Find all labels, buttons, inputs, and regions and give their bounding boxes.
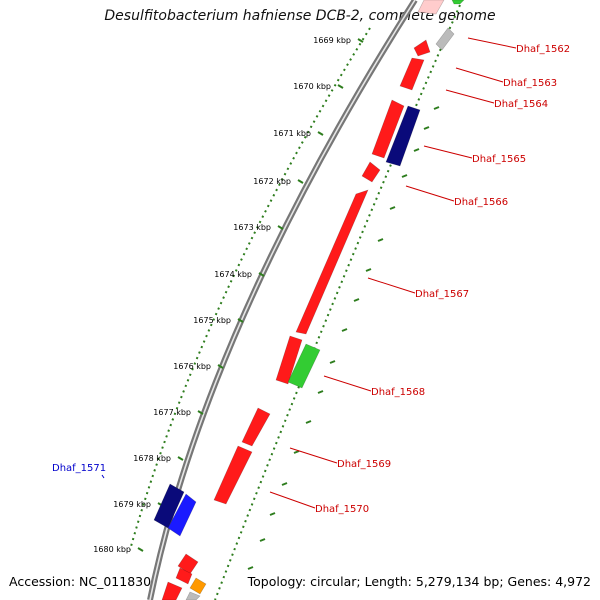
gene-layer (153, 0, 465, 600)
scale-tick (197, 410, 204, 415)
track-dash (341, 328, 348, 332)
gene-leader-line (467, 37, 517, 49)
gene-arrow[interactable] (185, 591, 201, 600)
gene-leader-line (323, 375, 372, 392)
track-dash (433, 106, 440, 110)
gene-label[interactable]: Dhaf_1571 (52, 463, 106, 474)
gene-label[interactable]: Dhaf_1567 (415, 289, 469, 300)
gene-arrow[interactable] (175, 567, 193, 585)
outer-dotted-track (129, 27, 371, 551)
gene-leader-line (455, 67, 504, 83)
track-dash (305, 420, 312, 424)
gene-arrow[interactable] (287, 343, 321, 389)
accession-text: Accession: NC_011830 (9, 574, 152, 589)
label-layer: Dhaf_1562 Dhaf_1563 Dhaf_1564 Dhaf_1565 Dhaf… (52, 37, 570, 515)
track-dash (423, 126, 430, 130)
gene-leader-line (367, 277, 416, 294)
gene-arrow[interactable] (161, 581, 183, 600)
gene-arrow[interactable] (417, 0, 445, 15)
gene-leader-line (289, 447, 338, 464)
scale-tick (237, 318, 244, 323)
tick-label: 1680 kbp (93, 545, 131, 554)
track-dash (329, 360, 336, 364)
scale-tick (297, 179, 304, 184)
gene-arrow[interactable] (385, 105, 421, 167)
tick-label: 1676 kbp (173, 362, 211, 371)
track-dash (413, 148, 420, 152)
scale-tick (317, 131, 324, 136)
track-dash (293, 450, 300, 454)
track-dash (365, 268, 372, 272)
scale-tick (277, 225, 284, 230)
tick-label: 1671 kbp (273, 129, 311, 138)
tick-label: 1679 kbp (113, 500, 151, 509)
track-dash (401, 174, 408, 178)
gene-label[interactable]: Dhaf_1563 (503, 78, 557, 89)
tick-label: 1670 kbp (293, 82, 331, 91)
track-dash (269, 512, 276, 516)
tick-label: 1674 kbp (214, 270, 252, 279)
tick-label: 1675 kbp (193, 316, 231, 325)
track-dash (247, 566, 254, 570)
gene-leader-line (445, 89, 495, 104)
gene-leader-line (269, 491, 316, 509)
gene-arrow[interactable] (275, 335, 303, 385)
gene-arrow[interactable] (435, 27, 455, 51)
scale-tick (258, 272, 265, 277)
genome-summary-text: Topology: circular; Length: 5,279,134 bp… (247, 574, 591, 589)
track-dash (377, 238, 384, 242)
track-dash (389, 206, 396, 210)
scale-tick (217, 364, 224, 369)
gene-label[interactable]: Dhaf_1569 (337, 459, 391, 470)
gene-arrow[interactable] (167, 493, 197, 537)
inner-dotted-track (214, 4, 461, 600)
scale-tick (137, 547, 144, 552)
gene-arrow[interactable] (241, 407, 271, 447)
track-dash (259, 538, 266, 542)
map-title: Desulfitobacterium hafniense DCB-2, comp… (104, 8, 496, 24)
gene-arrow[interactable] (213, 445, 253, 505)
gene-label[interactable]: Dhaf_1570 (315, 504, 369, 515)
gene-label[interactable]: Dhaf_1566 (454, 197, 508, 208)
track-dash (317, 390, 324, 394)
scale-tick (337, 84, 344, 89)
track-dash (353, 298, 360, 302)
tick-label: 1669 kbp (313, 36, 351, 45)
gene-arrow[interactable] (451, 0, 465, 5)
gene-label[interactable]: Dhaf_1564 (494, 99, 548, 110)
gene-label[interactable]: Dhaf_1562 (516, 44, 570, 55)
gene-arrow[interactable] (399, 57, 425, 91)
gene-label[interactable]: Dhaf_1568 (371, 387, 425, 398)
gene-arrow[interactable] (295, 189, 369, 335)
gene-arrow[interactable] (371, 99, 405, 159)
tick-label: 1677 kbp (153, 408, 191, 417)
gene-label[interactable]: Dhaf_1565 (472, 154, 526, 165)
tick-label: 1678 kbp (133, 454, 171, 463)
tick-label: 1672 kbp (253, 177, 291, 186)
tick-label: 1673 kbp (233, 223, 271, 232)
scale-tick (357, 38, 364, 43)
gene-arrow[interactable] (189, 577, 207, 595)
scale-tick (177, 456, 184, 461)
track-dash (281, 482, 288, 486)
tick-layer: 1669 kbp 1670 kbp 1671 kbp 1672 kbp 1673 kbp… (93, 36, 440, 570)
gene-leader-line (101, 474, 105, 479)
gene-leader-line (423, 145, 473, 159)
gene-arrow[interactable] (413, 39, 431, 57)
gene-leader-line (405, 185, 455, 202)
gene-arrow[interactable] (361, 161, 381, 183)
